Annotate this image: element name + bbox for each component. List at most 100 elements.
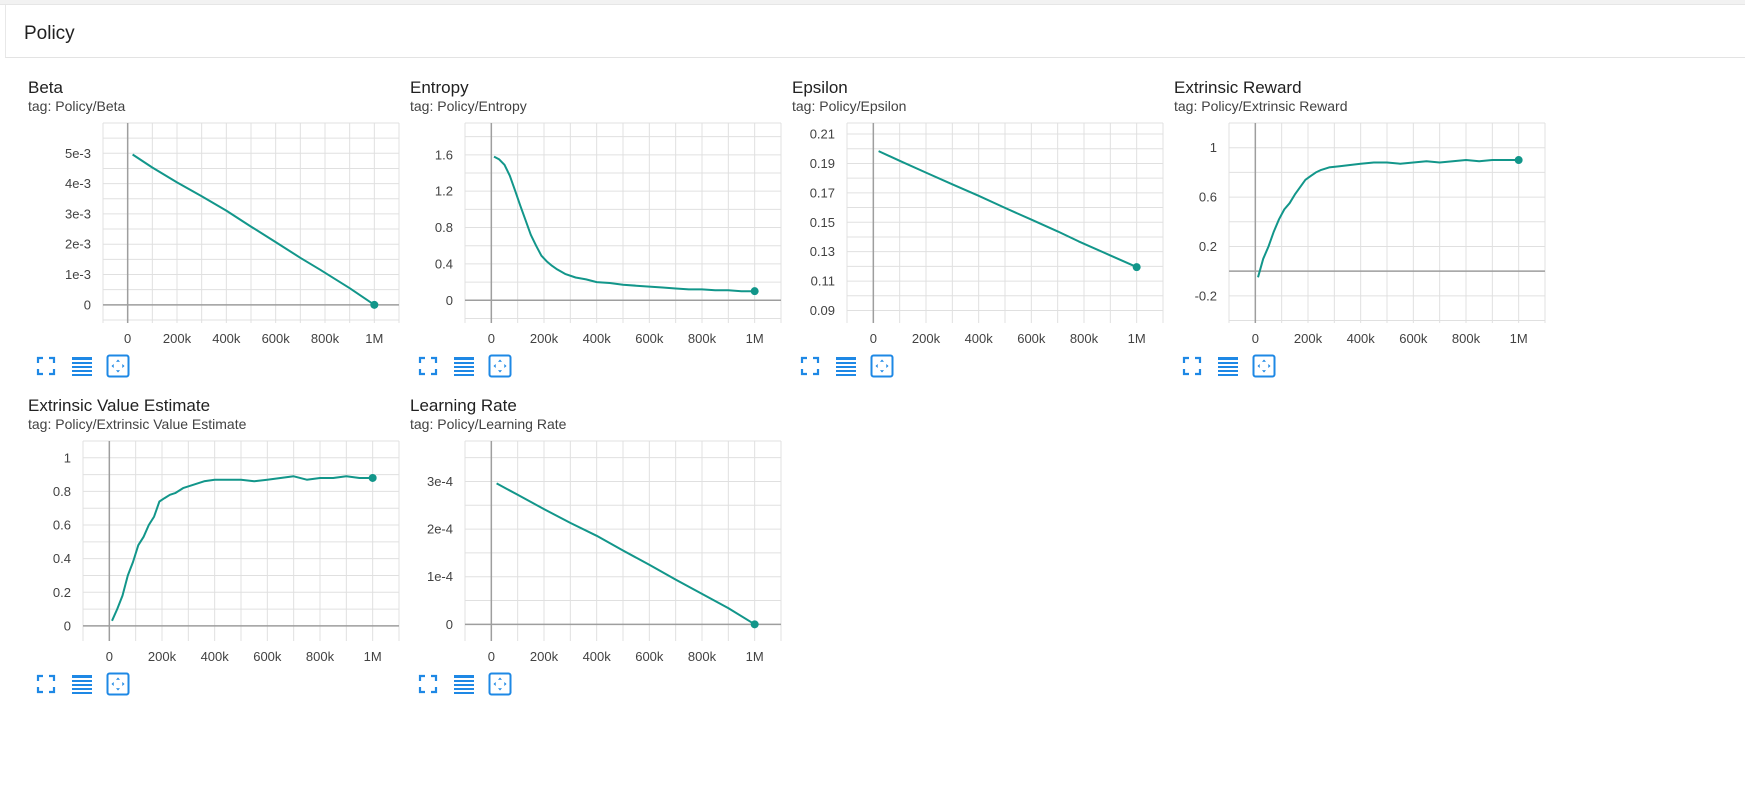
chart-tag: tag: Policy/Epsilon <box>792 98 907 114</box>
last-point-marker[interactable] <box>1132 263 1141 272</box>
fullscreen-icon[interactable] <box>33 353 59 379</box>
chart-title: Entropy <box>410 78 469 97</box>
x-tick-label: 0 <box>124 331 131 346</box>
x-tick-label: 0 <box>488 331 495 346</box>
x-tick-label: 800k <box>311 331 340 346</box>
top-border <box>0 0 1745 5</box>
fullscreen-icon[interactable] <box>1179 353 1205 379</box>
series-line[interactable] <box>1257 159 1519 278</box>
x-tick-label: 400k <box>201 649 230 664</box>
series-line[interactable] <box>111 475 373 622</box>
chart-title: Beta <box>28 78 63 97</box>
y-tick-label: 2e-3 <box>65 237 91 252</box>
axes <box>83 441 399 641</box>
y-tick-label: 0.8 <box>53 484 71 499</box>
x-tick-label: 0 <box>870 331 877 346</box>
y-tick-label: 0.8 <box>435 220 453 235</box>
line-chart[interactable]: 0 200k 400k 600k 800k 1M 0 1e-4 2e-4 3e-4 <box>410 396 830 676</box>
axes <box>103 123 399 323</box>
chart-title: Epsilon <box>792 78 848 97</box>
x-tick-label: 0 <box>106 649 113 664</box>
x-tick-label: 0 <box>488 649 495 664</box>
x-tick-label: 1M <box>746 331 764 346</box>
line-chart[interactable]: 0 200k 400k 600k 800k 1M 0 0.2 0.4 0.6 0.8 1 <box>28 396 448 676</box>
chart-card-2: Epsilon tag: Policy/Epsilon 0 200k 400k 600k 8… <box>792 78 1212 418</box>
x-tick-label: 800k <box>1070 331 1099 346</box>
y-tick-label: 5e-3 <box>65 146 91 161</box>
fit-domain-icon[interactable] <box>869 353 895 379</box>
chart-title: Extrinsic Value Estimate <box>28 396 211 415</box>
fullscreen-icon[interactable] <box>415 353 441 379</box>
y-tick-label: 3e-3 <box>65 206 91 221</box>
x-tick-label: 0 <box>1252 331 1259 346</box>
y-tick-label: 0.4 <box>435 256 453 271</box>
toggle-log-scale-icon[interactable] <box>69 353 95 379</box>
x-tick-label: 600k <box>635 649 664 664</box>
category-header[interactable]: Policy <box>5 5 1745 58</box>
fit-domain-icon[interactable] <box>105 353 131 379</box>
fullscreen-icon[interactable] <box>415 671 441 697</box>
fit-domain-icon[interactable] <box>487 353 513 379</box>
fit-domain-icon[interactable] <box>487 671 513 697</box>
toggle-log-scale-icon[interactable] <box>451 353 477 379</box>
y-tick-label: 0.19 <box>810 156 835 171</box>
x-tick-label: 800k <box>1452 331 1481 346</box>
series-line[interactable] <box>132 153 375 306</box>
x-tick-label: 200k <box>912 331 941 346</box>
y-tick-label: 1 <box>64 450 71 465</box>
fit-domain-icon[interactable] <box>1251 353 1277 379</box>
fit-domain-icon[interactable] <box>105 671 131 697</box>
grid <box>82 440 400 641</box>
chart-card-4: Extrinsic Value Estimate tag: Policy/Extr… <box>28 396 448 736</box>
y-tick-label: 0.6 <box>53 518 71 533</box>
series-line[interactable] <box>878 150 1138 269</box>
x-tick-label: 1M <box>365 331 383 346</box>
panel-title: Policy <box>24 23 75 44</box>
y-tick-label: 1.2 <box>435 184 453 199</box>
toggle-log-scale-icon[interactable] <box>833 353 859 379</box>
chart-title: Extrinsic Reward <box>1174 78 1302 97</box>
grid <box>102 122 400 323</box>
last-point-marker[interactable] <box>750 620 759 629</box>
y-tick-label: 0.17 <box>810 185 835 200</box>
series-line[interactable] <box>496 482 756 626</box>
y-tick-label: 0.21 <box>810 127 835 142</box>
last-point-marker[interactable] <box>368 473 377 482</box>
x-tick-label: 1M <box>1510 331 1528 346</box>
toggle-log-scale-icon[interactable] <box>69 671 95 697</box>
y-tick-label: 2e-4 <box>427 522 453 537</box>
last-point-marker[interactable] <box>1514 156 1523 165</box>
toggle-log-scale-icon[interactable] <box>1215 353 1241 379</box>
fullscreen-icon[interactable] <box>33 671 59 697</box>
x-tick-label: 600k <box>262 331 291 346</box>
x-tick-label: 1M <box>1128 331 1146 346</box>
line-chart[interactable]: 0 200k 400k 600k 800k 1M 0.09 0.11 0.13 0.15 0.17 0… <box>792 78 1212 358</box>
x-tick-label: 200k <box>530 649 559 664</box>
grid <box>464 122 782 323</box>
chart-tag: tag: Policy/Learning Rate <box>410 416 567 432</box>
series-line[interactable] <box>493 155 755 293</box>
x-tick-label: 200k <box>1294 331 1323 346</box>
last-point-marker[interactable] <box>370 300 379 309</box>
line-chart[interactable]: 0 200k 400k 600k 800k 1M 0 0.4 0.8 1.2 1.6 <box>410 78 830 358</box>
line-chart[interactable]: 0 200k 400k 600k 800k 1M -0.2 0.2 0.6 1 <box>1174 78 1594 358</box>
grid <box>1228 122 1546 323</box>
x-tick-label: 400k <box>1347 331 1376 346</box>
fullscreen-icon[interactable] <box>797 353 823 379</box>
x-tick-label: 800k <box>306 649 335 664</box>
last-point-marker[interactable] <box>750 287 759 296</box>
toggle-log-scale-icon[interactable] <box>451 671 477 697</box>
chart-card-0: Beta tag: Policy/Beta 0 200k 400k 600k 800k 1M 0… <box>28 78 448 418</box>
y-tick-label: 1e-4 <box>427 569 453 584</box>
y-tick-label: 1 <box>1210 140 1217 155</box>
x-tick-label: 200k <box>163 331 192 346</box>
chart-card-3: Extrinsic Reward tag: Policy/Extrinsic Re… <box>1174 78 1594 418</box>
line-chart[interactable]: 0 200k 400k 600k 800k 1M 0 1e-3 2e-3 3e-3 4e-3 5e-3 <box>28 78 448 358</box>
y-tick-label: 0 <box>446 293 453 308</box>
chart-tag: tag: Policy/Beta <box>28 98 126 114</box>
x-tick-label: 800k <box>688 649 717 664</box>
x-tick-label: 200k <box>148 649 177 664</box>
chart-tag: tag: Policy/Extrinsic Value Estimate <box>28 416 247 432</box>
y-tick-label: 0 <box>446 617 453 632</box>
x-tick-label: 400k <box>212 331 241 346</box>
